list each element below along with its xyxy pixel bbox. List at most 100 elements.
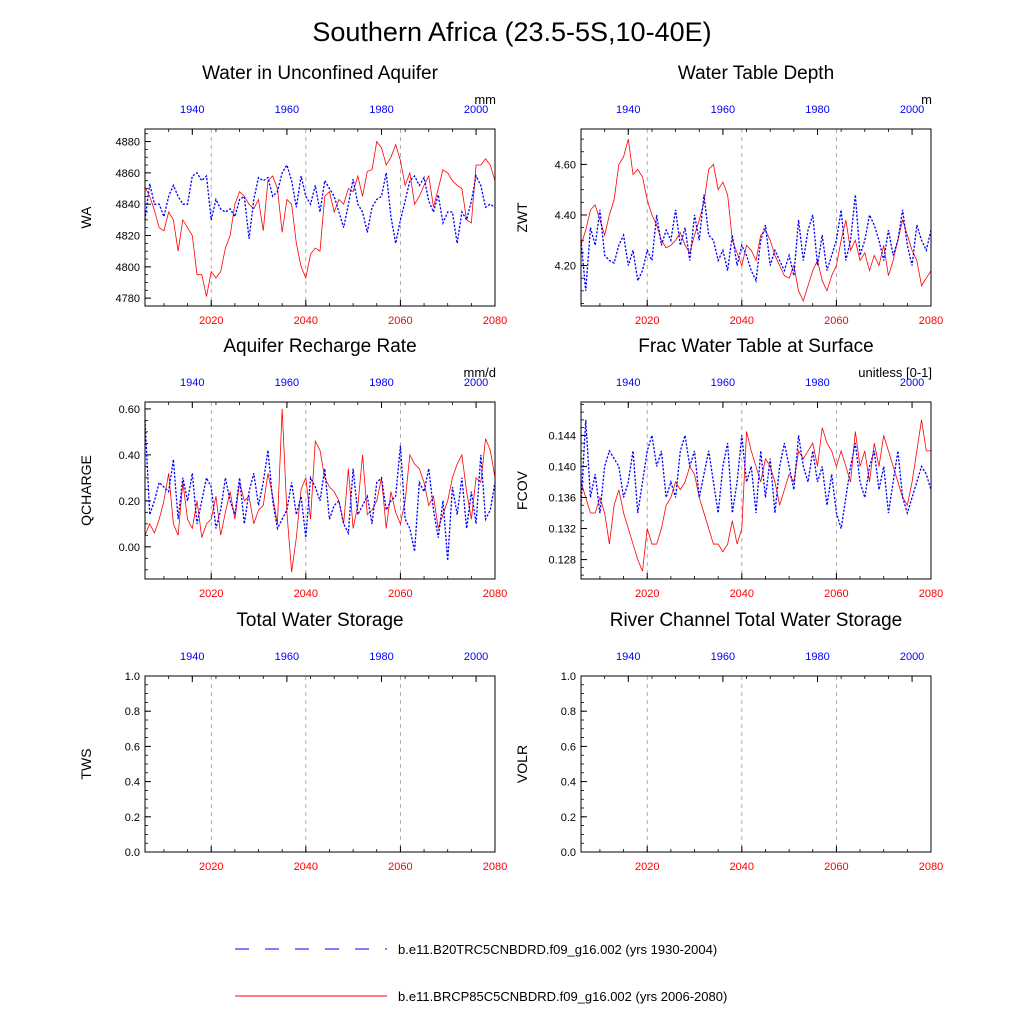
y-tick-label: 1.0	[561, 671, 576, 683]
x-top-tick-label: 2000	[900, 104, 924, 116]
x-bottom-tick-label: 2080	[483, 861, 507, 873]
units-label: mm/d	[464, 365, 497, 380]
units-label: m	[921, 92, 932, 107]
panel-5: Total Water Storage 0.0 0.2 0.4 0.6 0.8 1.0 202…	[78, 610, 507, 873]
x-bottom-tick-label: 2060	[824, 315, 848, 327]
x-bottom-tick-label: 2040	[730, 315, 754, 327]
x-top-tick-label: 1940	[180, 104, 204, 116]
x-top-tick-label: 2000	[464, 651, 488, 663]
panels-group: Water in Unconfined Aquifer mm 4780 4800 482…	[78, 63, 943, 873]
x-bottom-tick-label: 2020	[199, 861, 223, 873]
panel-6: River Channel Total Water Storage 0.0 0.2 0…	[514, 610, 943, 873]
plot-frame	[144, 401, 496, 580]
x-top-tick-label: 1960	[275, 651, 299, 663]
y-axis-label: QCHARGE	[78, 455, 94, 526]
legend-label-2: b.e11.BRCP85C5CNBDRD.f09_g16.002 (yrs 20…	[398, 989, 727, 1004]
y-tick-label: 0.8	[125, 706, 140, 718]
x-bottom-tick-label: 2020	[635, 315, 659, 327]
x-bottom-tick-label: 2060	[388, 861, 412, 873]
plot-frame	[144, 675, 496, 853]
y-tick-label: 4800	[116, 262, 140, 274]
x-bottom-tick-label: 2040	[294, 588, 318, 600]
x-top-tick-label: 1940	[616, 651, 640, 663]
series-line-blue	[144, 420, 496, 561]
y-axis-label: FCOV	[514, 470, 530, 510]
y-tick-label: 0.6	[561, 741, 576, 753]
y-tick-label: 4820	[116, 231, 140, 243]
panel-title: River Channel Total Water Storage	[610, 610, 903, 631]
legend-item-1: b.e11.B20TRC5CNBDRD.f09_g16.002 (yrs 193…	[235, 942, 717, 957]
legend: b.e11.B20TRC5CNBDRD.f09_g16.002 (yrs 193…	[235, 942, 727, 1004]
plot-frame	[580, 401, 932, 580]
series-line-red	[580, 419, 931, 572]
units-label: unitless [0-1]	[858, 365, 932, 380]
x-bottom-tick-label: 2080	[919, 861, 943, 873]
series-line-blue	[144, 163, 496, 244]
x-top-tick-label: 1980	[369, 651, 393, 663]
y-tick-label: 0.136	[548, 492, 576, 504]
x-bottom-tick-label: 2060	[388, 315, 412, 327]
series-line-blue	[580, 419, 932, 529]
x-bottom-tick-label: 2040	[294, 861, 318, 873]
plot-frame	[580, 675, 932, 853]
panel-title: Aquifer Recharge Rate	[223, 336, 416, 357]
units-label: mm	[474, 92, 496, 107]
x-top-tick-label: 2000	[900, 377, 924, 389]
y-tick-label: 0.60	[119, 404, 140, 416]
figure-title: Southern Africa (23.5-5S,10-40E)	[312, 17, 711, 47]
y-tick-label: 4.60	[555, 159, 576, 171]
x-bottom-tick-label: 2020	[199, 315, 223, 327]
y-tick-label: 4.20	[555, 261, 576, 273]
panel-title: Frac Water Table at Surface	[638, 336, 874, 357]
y-tick-label: 4840	[116, 199, 140, 211]
x-top-tick-label: 1960	[711, 104, 735, 116]
x-top-tick-label: 1940	[616, 104, 640, 116]
y-axis-label: VOLR	[514, 745, 530, 783]
x-top-tick-label: 1960	[275, 377, 299, 389]
y-axis-label: WA	[78, 206, 94, 229]
y-tick-label: 4.40	[555, 210, 576, 222]
x-top-tick-label: 2000	[464, 377, 488, 389]
x-top-tick-label: 2000	[464, 104, 488, 116]
y-tick-label: 0.0	[561, 847, 576, 859]
panel-1: Water in Unconfined Aquifer mm 4780 4800 482…	[78, 63, 507, 327]
x-bottom-tick-label: 2080	[483, 588, 507, 600]
y-axis-label: TWS	[78, 748, 94, 779]
panel-3: Aquifer Recharge Rate mm/d 0.00 0.20 0.40 0.6…	[78, 336, 507, 600]
y-tick-label: 0.20	[119, 496, 140, 508]
y-tick-label: 0.8	[561, 706, 576, 718]
x-top-tick-label: 2000	[900, 651, 924, 663]
x-bottom-tick-label: 2060	[824, 861, 848, 873]
y-tick-label: 0.4	[125, 777, 140, 789]
panel-title: Water in Unconfined Aquifer	[202, 63, 439, 84]
panel-title: Water Table Depth	[678, 63, 834, 84]
y-tick-label: 0.140	[548, 461, 576, 473]
x-top-tick-label: 1960	[275, 104, 299, 116]
x-top-tick-label: 1980	[369, 377, 393, 389]
x-top-tick-label: 1960	[711, 651, 735, 663]
y-tick-label: 0.2	[561, 812, 576, 824]
y-tick-label: 0.2	[125, 812, 140, 824]
x-bottom-tick-label: 2040	[294, 315, 318, 327]
x-top-tick-label: 1960	[711, 377, 735, 389]
x-bottom-tick-label: 2040	[730, 588, 754, 600]
legend-label-1: b.e11.B20TRC5CNBDRD.f09_g16.002 (yrs 193…	[398, 942, 717, 957]
series-line-blue	[580, 194, 932, 291]
plot-frame	[580, 128, 932, 307]
x-bottom-tick-label: 2060	[388, 588, 412, 600]
y-tick-label: 0.40	[119, 450, 140, 462]
series-line-red	[580, 139, 932, 303]
y-tick-label: 4880	[116, 137, 140, 149]
x-bottom-tick-label: 2060	[824, 588, 848, 600]
x-bottom-tick-label: 2080	[483, 315, 507, 327]
x-bottom-tick-label: 2020	[635, 861, 659, 873]
x-top-tick-label: 1980	[805, 377, 829, 389]
y-tick-label: 0.0	[125, 847, 140, 859]
y-tick-label: 0.6	[125, 741, 140, 753]
x-bottom-tick-label: 2020	[635, 588, 659, 600]
y-tick-label: 0.128	[548, 555, 576, 567]
series-line-red	[144, 140, 496, 297]
panel-4: Frac Water Table at Surface unitless [0-1…	[514, 336, 943, 600]
panel-title: Total Water Storage	[236, 610, 403, 631]
